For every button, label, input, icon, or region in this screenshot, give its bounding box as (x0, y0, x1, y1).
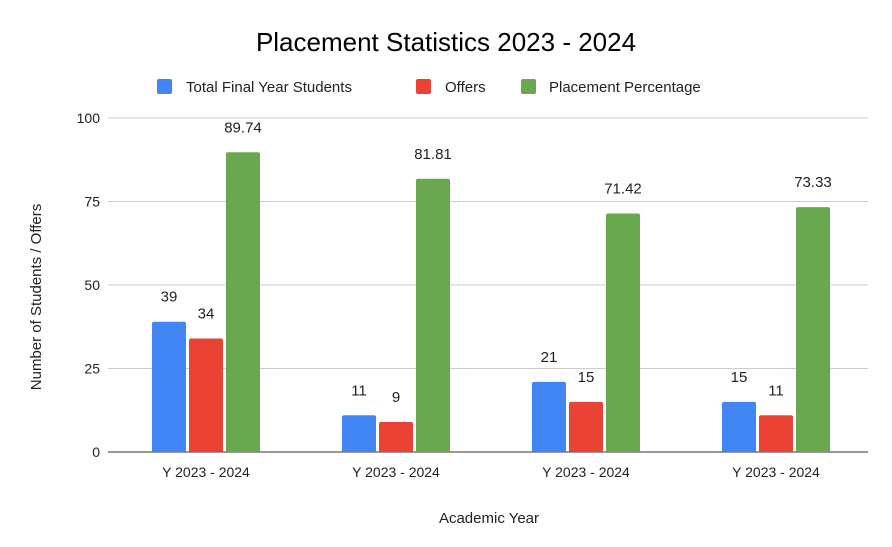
y-axis-ticks: 0 25 50 75 100 (77, 110, 101, 460)
data-label: 34 (198, 305, 215, 322)
y-tick-label: 25 (84, 361, 100, 377)
legend-item: Placement Percentage (521, 79, 701, 96)
data-label: 39 (161, 289, 178, 306)
data-label: 11 (768, 382, 784, 399)
legend-swatch (157, 79, 172, 94)
data-label: 71.42 (604, 180, 642, 197)
bar (759, 415, 793, 452)
bar (189, 338, 223, 452)
y-axis-title: Number of Students / Offers (28, 204, 45, 390)
y-tick-label: 75 (84, 194, 100, 210)
bar (569, 401, 603, 452)
x-axis-title: Academic Year (439, 510, 539, 527)
data-label: 21 (541, 349, 558, 366)
y-tick-label: 0 (92, 444, 100, 460)
data-label: 89.74 (224, 119, 262, 136)
legend-label: Total Final Year Students (186, 79, 352, 96)
data-labels: 39 34 89.74 11 9 81.81 21 15 71.42 15 11 73.33 (161, 119, 832, 406)
bar (379, 421, 413, 452)
x-tick-label: Y 2023 - 2024 (162, 464, 250, 480)
bar (606, 213, 640, 452)
bar (416, 178, 450, 453)
legend-label: Offers (445, 79, 486, 96)
legend: Total Final Year Students Offers Placement… (157, 79, 701, 96)
bar (532, 381, 566, 452)
chart-title: Placement Statistics 2023 - 2024 (256, 27, 636, 57)
bar (226, 152, 260, 452)
data-label: 73.33 (794, 174, 832, 191)
data-label: 9 (392, 389, 400, 406)
x-axis-ticks: Y 2023 - 2024 Y 2023 - 2024 Y 2023 - 2024 Y… (162, 464, 820, 480)
bars (152, 152, 830, 453)
data-label: 15 (731, 369, 748, 386)
data-label: 15 (578, 369, 595, 386)
legend-label: Placement Percentage (549, 79, 701, 96)
legend-item: Total Final Year Students (157, 79, 352, 96)
y-tick-label: 100 (77, 110, 101, 126)
data-label: 11 (351, 382, 367, 399)
legend-item: Offers (416, 79, 486, 96)
bar (342, 415, 376, 452)
legend-swatch (416, 79, 431, 94)
x-tick-label: Y 2023 - 2024 (542, 464, 630, 480)
data-label: 81.81 (414, 146, 452, 163)
y-tick-label: 50 (84, 277, 100, 293)
legend-swatch (521, 79, 536, 94)
bar (796, 207, 830, 452)
x-tick-label: Y 2023 - 2024 (732, 464, 820, 480)
bar (722, 401, 756, 452)
bar (152, 321, 186, 452)
x-tick-label: Y 2023 - 2024 (352, 464, 440, 480)
